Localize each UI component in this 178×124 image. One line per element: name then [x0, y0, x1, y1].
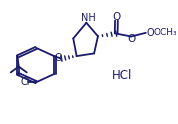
Text: NH: NH: [81, 13, 96, 23]
Text: O: O: [112, 12, 121, 22]
Text: Cl: Cl: [20, 77, 30, 87]
Text: HCl: HCl: [112, 69, 132, 82]
Text: O: O: [54, 53, 62, 63]
Text: O: O: [127, 34, 136, 44]
Text: OCH₃: OCH₃: [153, 28, 177, 37]
Text: O: O: [147, 28, 154, 38]
